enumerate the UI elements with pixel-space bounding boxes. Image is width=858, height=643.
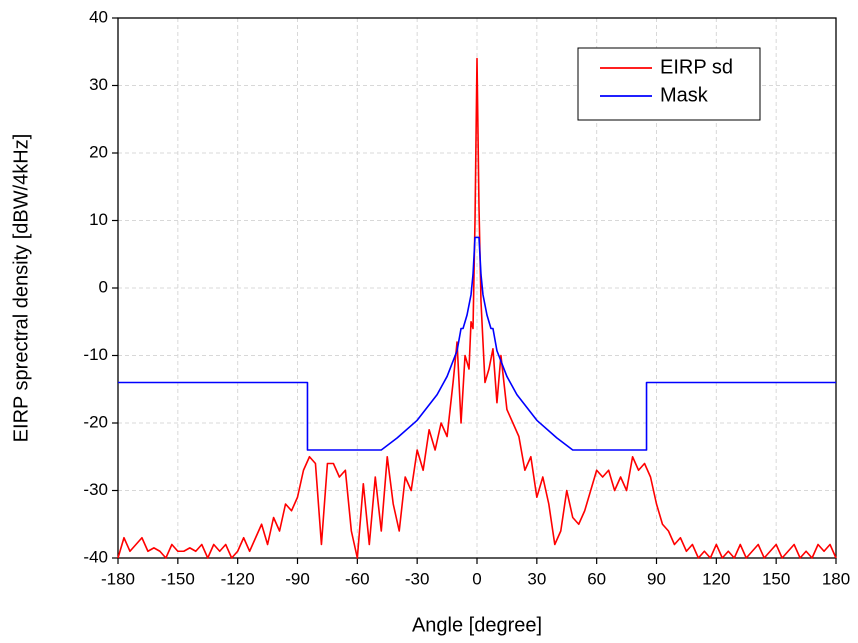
y-tick-label: -30 <box>83 480 108 499</box>
x-tick-label: 90 <box>647 569 666 588</box>
x-tick-label: 60 <box>587 569 606 588</box>
x-tick-label: -90 <box>285 569 310 588</box>
x-tick-label: -150 <box>161 569 195 588</box>
y-axis-label: EIRP sprectral density [dBW/4kHz] <box>10 134 32 443</box>
x-tick-label: -120 <box>221 569 255 588</box>
x-tick-label: 120 <box>702 569 730 588</box>
x-tick-label: 30 <box>527 569 546 588</box>
x-tick-label: -180 <box>101 569 135 588</box>
y-tick-label: -10 <box>83 345 108 364</box>
x-axis-label: Angle [degree] <box>412 614 542 636</box>
x-tick-label: 0 <box>472 569 481 588</box>
legend-label: Mask <box>660 84 709 106</box>
x-tick-label: 150 <box>762 569 790 588</box>
data-line <box>118 236 836 451</box>
y-tick-label: 10 <box>89 210 108 229</box>
x-tick-label: -60 <box>345 569 370 588</box>
x-tick-label: -30 <box>405 569 430 588</box>
legend-label: EIRP sd <box>660 56 733 78</box>
y-tick-label: 0 <box>99 277 108 296</box>
x-tick-label: 180 <box>822 569 850 588</box>
y-tick-label: -20 <box>83 412 108 431</box>
y-tick-label: 40 <box>89 7 108 26</box>
data-line <box>117 57 837 559</box>
plot-frame <box>117 17 837 559</box>
y-tick-label: 30 <box>89 75 108 94</box>
y-tick-label: -40 <box>83 547 108 566</box>
y-tick-label: 20 <box>89 142 108 161</box>
legend-box <box>577 47 761 121</box>
